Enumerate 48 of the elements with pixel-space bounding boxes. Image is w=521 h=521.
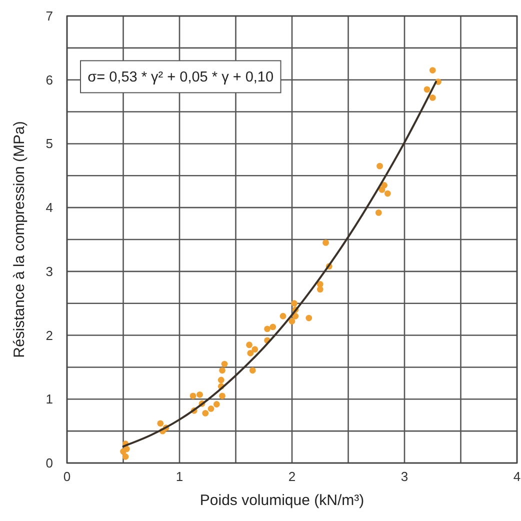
- y-tick-label: 4: [46, 200, 53, 216]
- point: [123, 446, 130, 452]
- point: [429, 67, 436, 74]
- point: [190, 392, 196, 400]
- y-tick-label: 3: [46, 264, 53, 279]
- point: [157, 420, 164, 427]
- x-axis-title: Poids volumique (kN/m³): [200, 492, 364, 509]
- y-axis-title: Résistance à la compression (MPa): [11, 121, 28, 358]
- point: [322, 239, 329, 246]
- point: [208, 406, 214, 412]
- x-tick-label: 0: [63, 469, 71, 484]
- point: [252, 346, 258, 353]
- y-tick-label: 5: [46, 136, 53, 152]
- point: [219, 392, 226, 400]
- point: [122, 453, 129, 460]
- y-tick-label: 6: [46, 72, 53, 88]
- point: [196, 391, 203, 398]
- x-tick-label: 1: [176, 469, 184, 484]
- point: [306, 314, 312, 322]
- point: [429, 94, 436, 101]
- point: [291, 300, 298, 307]
- point: [221, 360, 228, 368]
- y-tick-label: 2: [46, 328, 53, 343]
- y-tick-label: 7: [46, 8, 53, 24]
- y-tick-label: 0: [46, 456, 53, 470]
- point: [292, 312, 299, 320]
- point: [280, 312, 286, 320]
- x-tick-label: 2: [288, 469, 296, 484]
- point: [378, 186, 386, 193]
- point: [249, 367, 256, 374]
- annotation: σ= 0,53 * γ² + 0,05 * γ + 0,10: [88, 70, 274, 86]
- point: [202, 410, 209, 416]
- y-tick-label: 1: [46, 392, 53, 407]
- point: [316, 281, 324, 288]
- point: [246, 342, 252, 348]
- point: [384, 190, 391, 197]
- point: [218, 376, 224, 384]
- point: [264, 326, 270, 332]
- point: [375, 209, 382, 216]
- point: [288, 318, 296, 324]
- point: [270, 324, 276, 330]
- point: [247, 350, 254, 356]
- point: [213, 401, 220, 408]
- point: [219, 367, 226, 374]
- point: [424, 86, 430, 93]
- point: [376, 162, 383, 170]
- x-tick-label: 4: [513, 469, 521, 484]
- x-tick-label: 3: [400, 469, 408, 484]
